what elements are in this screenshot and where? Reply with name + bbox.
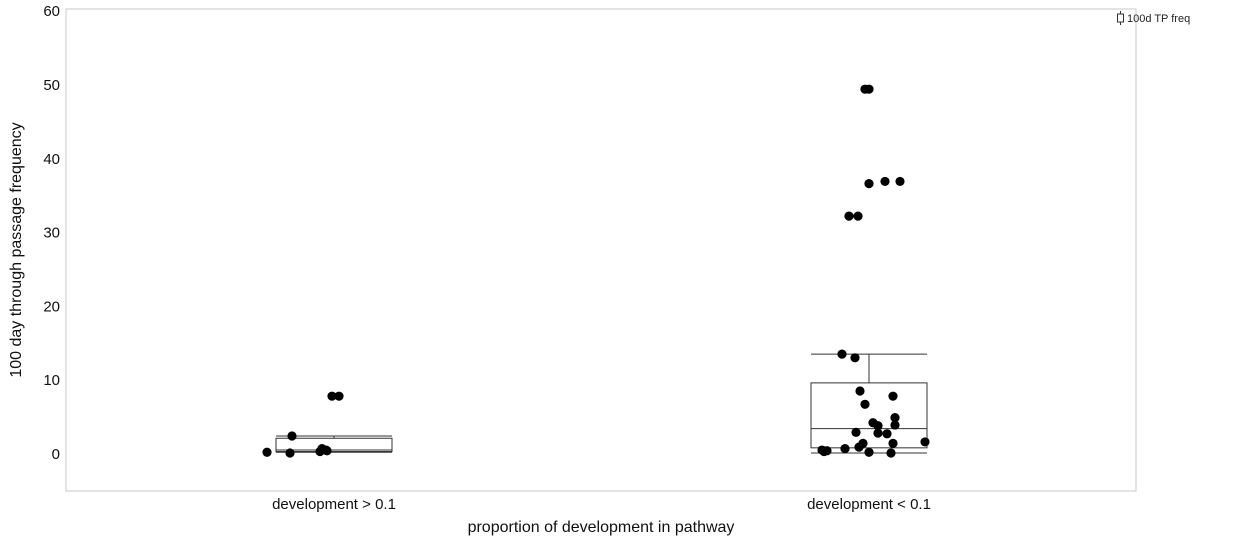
y-axis-ticks: 0 10 20 30 40 50 60 (43, 3, 60, 463)
x-category-label: development > 0.1 (272, 496, 396, 513)
data-point (860, 399, 870, 409)
legend-label: 100d TP freq (1127, 13, 1190, 25)
data-point (880, 176, 890, 187)
data-point (890, 412, 900, 423)
data-point (844, 211, 854, 221)
data-point (855, 386, 865, 396)
data-point (854, 442, 864, 452)
data-point (334, 391, 344, 401)
y-tick-label: 60 (43, 3, 60, 20)
x-category-label: development < 0.1 (807, 496, 931, 513)
data-point (327, 391, 337, 401)
y-tick-label: 20 (43, 298, 60, 315)
data-point (819, 446, 829, 457)
y-tick-label: 10 (43, 372, 60, 389)
data-point (888, 391, 898, 401)
x-axis-title: proportion of development in pathway (468, 519, 735, 536)
y-tick-label: 30 (43, 225, 60, 242)
data-point (888, 438, 898, 449)
data-point (840, 443, 850, 454)
data-point (886, 448, 896, 458)
data-point (882, 429, 892, 439)
x-axis-categories: development > 0.1 development < 0.1 (272, 496, 931, 513)
points-layer (262, 84, 930, 458)
data-point (895, 176, 905, 187)
data-point (920, 437, 930, 447)
data-point (853, 211, 863, 221)
box-iqr (275, 437, 393, 453)
y-tick-label: 50 (43, 77, 60, 94)
box-legend-icon (1117, 11, 1124, 25)
data-point (315, 446, 325, 457)
data-point (262, 447, 272, 457)
y-tick-label: 0 (52, 446, 60, 463)
data-point (287, 431, 297, 441)
plot-area-frame (65, 8, 1137, 492)
data-point (322, 446, 332, 456)
data-point (285, 448, 295, 458)
data-point (851, 427, 861, 437)
data-point (850, 353, 860, 363)
y-axis-title: 100 day through passage frequency (8, 122, 25, 377)
data-point (864, 447, 874, 457)
data-point (837, 349, 847, 359)
data-point (864, 84, 874, 94)
data-point (873, 428, 883, 438)
data-point (890, 420, 900, 430)
legend: 100d TP freq (1117, 11, 1190, 25)
data-point (864, 179, 874, 189)
y-tick-label: 40 (43, 151, 60, 168)
data-point (873, 421, 883, 431)
